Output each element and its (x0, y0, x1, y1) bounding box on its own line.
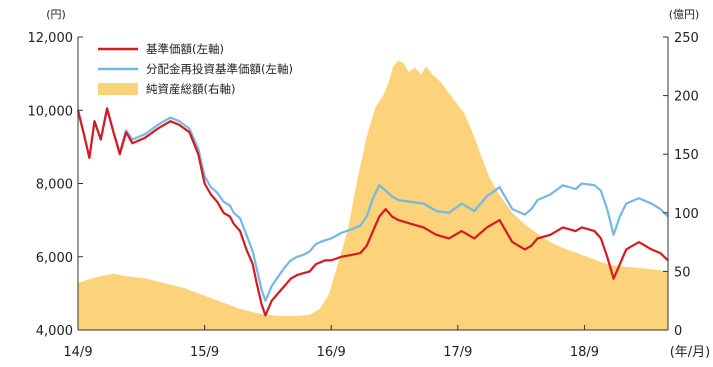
legend-label-aum: 純資産総額(右軸) (146, 82, 235, 96)
reinvested-nav-line (76, 107, 669, 302)
x-tick-label: 15/9 (190, 345, 219, 360)
left-tick-label: 10,000 (28, 104, 74, 119)
legend: 基準価額(左軸) 分配金再投資基準価額(左軸) 純資産総額(右軸) (98, 42, 293, 96)
left-tick-label: 4,000 (36, 324, 73, 339)
left-tick-label: 6,000 (36, 251, 73, 266)
right-tick-label: 100 (674, 207, 699, 222)
x-tick-label: 14/9 (63, 345, 92, 360)
x-tick-label: 16/9 (317, 345, 346, 360)
aum-area-layer (78, 60, 668, 331)
axes-layer: 4,000 6,000 8,000 10,000 12,000 0 50 100 150 200 2… (28, 8, 711, 360)
aum-area (78, 60, 668, 331)
right-tick-label: 250 (674, 31, 699, 46)
nav-lines-layer (76, 107, 669, 317)
legend-label-reinvested: 分配金再投資基準価額(左軸) (146, 62, 293, 76)
left-unit-label: (円) (46, 8, 66, 21)
right-tick-label: 50 (674, 265, 691, 280)
x-tick-label: 18/9 (570, 345, 599, 360)
right-tick-label: 0 (674, 324, 682, 339)
left-tick-label: 12,000 (28, 31, 74, 46)
right-unit-label: (億円) (669, 8, 700, 21)
right-tick-label: 150 (674, 148, 699, 163)
legend-swatch-aum (98, 83, 138, 95)
right-tick-label: 200 (674, 90, 699, 105)
legend-label-nav: 基準価額(左軸) (146, 42, 224, 56)
left-tick-label: 8,000 (36, 178, 73, 193)
x-tick-label: 17/9 (443, 345, 472, 360)
nav-line (76, 107, 669, 317)
x-unit-label: (年/月) (670, 345, 711, 360)
